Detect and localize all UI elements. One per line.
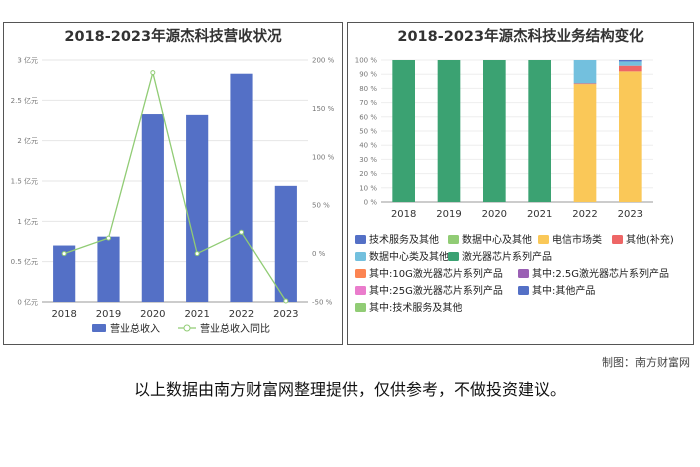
revenue-chart-title: 2018-2023年源杰科技营收状况 <box>64 29 282 45</box>
y-tick-label-right: 200 % <box>312 57 335 65</box>
x-tick-label: 2021 <box>184 309 209 320</box>
y-tick-label-left: 0.5 亿元 <box>11 257 38 266</box>
y-tick-label: 50 % <box>359 128 377 136</box>
x-tick-label: 2019 <box>436 209 461 220</box>
legend-label: 其中:25G激光器芯片系列产品 <box>369 284 503 297</box>
growth-line <box>63 72 287 302</box>
legend-label: 电信市场类 <box>552 233 602 246</box>
structure-bar-segment <box>619 65 642 72</box>
structure-bar-segment <box>483 60 506 202</box>
legend-label: 其中:技术服务及其他 <box>369 301 462 314</box>
disclaimer-text: 以上数据由南方财富网整理提供，仅供参考，不做投资建议。 <box>133 380 566 399</box>
legend-label: 数据中心类及其他 <box>369 250 449 263</box>
structure-chart: 0 % 10 % 20 % 30 % 40 % 50 % 60 % 70 % 80 % 90 % 1… <box>355 57 674 315</box>
legend-label-growth: 营业总收入同比 <box>200 322 270 335</box>
y-tick-label-left: 2.5 亿元 <box>11 96 38 105</box>
revenue-chart-panel: 2018-2023年源杰科技营收状况 0 亿元 0.5 亿元 1 亿元 1.5 亿元 2… <box>3 22 343 345</box>
legend-swatch <box>355 269 366 278</box>
y-tick-label: 20 % <box>359 170 377 178</box>
structure-bar-segment <box>437 60 461 202</box>
legend-label: 其中:2.5G激光器芯片系列产品 <box>532 267 669 280</box>
growth-point <box>283 298 289 304</box>
y-tick-label-right: -50 % <box>312 299 333 307</box>
growth-point <box>61 251 67 257</box>
structure-bar-segment <box>619 61 642 66</box>
x-tick-label: 2020 <box>482 209 507 220</box>
legend-label: 数据中心及其他 <box>462 233 532 246</box>
revenue-chart: 0 亿元 0.5 亿元 1 亿元 1.5 亿元 2 亿元 2.5 亿元 3 亿元 -50 % 0… <box>11 56 335 336</box>
x-tick-label: 2020 <box>140 309 165 320</box>
legend-label: 激光器芯片系列产品 <box>462 250 552 263</box>
legend-label-revenue: 营业总收入 <box>110 322 160 335</box>
revenue-bar <box>53 245 76 302</box>
credit-label: 制图：南方财富网 <box>602 356 690 369</box>
structure-bar-segment <box>573 84 597 202</box>
revenue-bar <box>141 114 164 303</box>
y-tick-label: 10 % <box>359 184 377 192</box>
structure-bar-segment <box>528 60 551 202</box>
x-tick-label: 2022 <box>229 309 254 320</box>
x-tick-label: 2018 <box>51 309 76 320</box>
structure-bar-segment <box>573 83 597 85</box>
legend-swatch <box>518 286 529 295</box>
legend-swatch-revenue <box>92 324 106 332</box>
structure-bar-segment <box>619 60 642 62</box>
legend-swatch <box>612 235 623 244</box>
legend-swatch <box>448 235 459 244</box>
legend-swatch <box>355 235 366 244</box>
legend-swatch <box>518 269 529 278</box>
structure-chart-panel: 2018-2023年源杰科技业务结构变化 0 % 10 % 20 % 30 % 40 %… <box>347 22 694 345</box>
y-tick-label: 30 % <box>359 156 377 164</box>
x-tick-label: 2019 <box>96 309 121 320</box>
legend-swatch <box>355 252 366 261</box>
y-tick-label-left: 1.5 亿元 <box>11 177 38 186</box>
y-tick-label-right: 100 % <box>312 153 335 161</box>
legend-label: 其中:其他产品 <box>532 284 595 297</box>
legend-swatch <box>448 252 459 261</box>
growth-point <box>194 251 200 257</box>
y-tick-label: 40 % <box>359 142 377 150</box>
structure-chart-title: 2018-2023年源杰科技业务结构变化 <box>397 29 644 45</box>
y-tick-label-left: 0 亿元 <box>17 298 38 307</box>
x-tick-label: 2018 <box>391 209 416 220</box>
legend-swatch <box>538 235 549 244</box>
growth-point <box>239 229 244 235</box>
y-tick-label: 60 % <box>359 113 377 121</box>
y-tick-label: 70 % <box>359 99 377 107</box>
y-tick-label-left: 1 亿元 <box>17 217 38 226</box>
revenue-bar <box>230 73 253 302</box>
structure-bar-segment <box>392 60 415 202</box>
revenue-bar <box>186 114 209 302</box>
y-tick-label-right: 50 % <box>312 202 330 210</box>
growth-point <box>106 235 111 241</box>
y-tick-label: 90 % <box>359 71 377 79</box>
y-tick-label: 80 % <box>359 85 377 93</box>
legend-label: 技术服务及其他 <box>369 233 439 246</box>
y-tick-label-right: 150 % <box>312 105 335 113</box>
y-tick-label-left: 2 亿元 <box>17 136 38 145</box>
y-tick-label: 0 % <box>364 199 378 207</box>
legend-swatch <box>355 286 366 295</box>
revenue-bar <box>97 236 120 302</box>
y-tick-label-right: 0 % <box>312 250 326 258</box>
x-tick-label: 2021 <box>527 209 552 220</box>
x-tick-label: 2023 <box>618 209 643 220</box>
x-tick-label: 2023 <box>273 309 298 320</box>
growth-point <box>150 70 156 76</box>
structure-bar-segment <box>619 71 642 202</box>
structure-bar-segment <box>573 60 597 84</box>
legend-label: 其他(补充) <box>626 233 674 246</box>
legend-swatch <box>355 303 366 312</box>
revenue-bar <box>274 185 297 302</box>
x-tick-label: 2022 <box>572 209 597 220</box>
y-tick-label-left: 3 亿元 <box>17 56 38 65</box>
legend-label: 其中:10G激光器芯片系列产品 <box>369 267 503 280</box>
legend-marker-growth <box>183 324 191 332</box>
y-tick-label: 100 % <box>355 57 378 65</box>
